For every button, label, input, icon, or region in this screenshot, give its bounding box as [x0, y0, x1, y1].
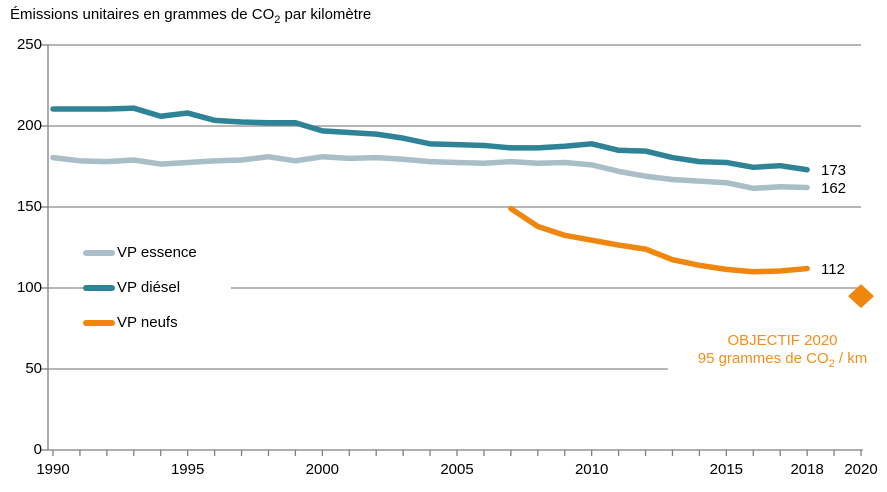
legend-label-essence: VP essence — [117, 244, 197, 261]
y-axis-label-250: 250 — [16, 36, 42, 53]
x-axis-label-2000: 2000 — [305, 461, 340, 478]
end-value-label-neufs: 112 — [821, 260, 845, 278]
y-axis-label-150: 150 — [16, 198, 42, 215]
objective-2020-diamond-icon — [848, 284, 874, 309]
x-axis-label-2005: 2005 — [440, 461, 474, 478]
y-axis-label-0: 0 — [33, 441, 42, 458]
series-line-vp-essence — [50, 154, 810, 192]
objective-annotation-subscript: 2 — [828, 358, 835, 370]
objective-annotation-line2-text: 95 grammes de CO — [697, 350, 829, 367]
chart-title-subscript: 2 — [274, 14, 281, 26]
legend-swatch-neufs-icon — [83, 319, 115, 326]
legend-item-vp-neufs: VP neufs — [83, 312, 231, 334]
series-line-vp-neufs — [508, 205, 810, 275]
legend-label-neufs: VP neufs — [117, 314, 178, 331]
objective-annotation-line2: 95 grammes de CO2 / km — [678, 350, 887, 373]
x-axis-label-2010: 2010 — [574, 461, 609, 478]
series-line-vp-diesel — [50, 105, 810, 173]
end-value-label-essence: 162 — [821, 179, 847, 197]
objective-annotation-line1: OBJECTIF 2020 — [727, 332, 838, 349]
x-axis-label-2015: 2015 — [709, 461, 744, 478]
x-axis-label-1990: 1990 — [36, 461, 70, 478]
chart-title-suffix: par kilomètre — [280, 6, 372, 23]
objective-annotation: OBJECTIF 2020 95 grammes de CO2 / km — [668, 330, 887, 372]
chart-title-text: Émissions unitaires en grammes de CO — [10, 6, 275, 23]
legend: VP essence VP diésel VP neufs — [83, 235, 231, 340]
y-axis-label-200: 200 — [16, 117, 42, 134]
legend-swatch-diesel-icon — [83, 284, 115, 291]
legend-item-vp-essence: VP essence — [83, 242, 231, 264]
y-axis-label-50: 50 — [25, 360, 42, 377]
legend-label-diesel: VP diésel — [117, 279, 181, 296]
objective-annotation-line2-suffix: / km — [834, 350, 868, 367]
legend-item-vp-diesel: VP diésel — [83, 277, 231, 299]
x-axis-label-1995: 1995 — [170, 461, 205, 478]
x-axis-label-2020: 2020 — [844, 461, 878, 478]
x-axis-label-2018: 2018 — [790, 461, 824, 478]
end-value-label-diesel: 173 — [821, 161, 847, 179]
y-axis-label-100: 100 — [16, 279, 42, 296]
chart-title: Émissions unitaires en grammes de CO2 pa… — [10, 6, 371, 26]
legend-swatch-essence-icon — [83, 249, 115, 256]
